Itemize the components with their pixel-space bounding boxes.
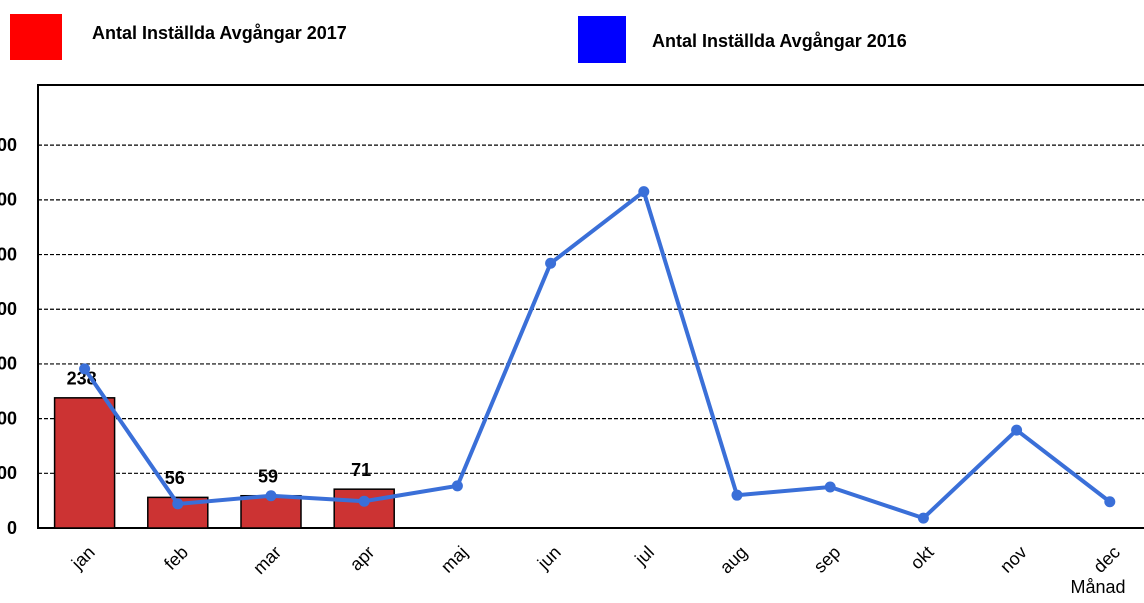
marker (917, 512, 929, 524)
legend-swatch (10, 14, 62, 60)
y-tick-label: 300 (0, 354, 17, 374)
marker (1104, 496, 1116, 508)
x-tick-label: aug (716, 542, 751, 577)
y-tick-label: 100 (0, 463, 17, 483)
marker (451, 480, 463, 492)
x-tick-label: mar (249, 542, 285, 578)
marker (265, 490, 277, 502)
marker (731, 489, 743, 501)
y-tick-label: 700 (0, 135, 17, 155)
legend-swatch (578, 16, 626, 63)
x-tick-label: jun (533, 542, 565, 574)
bar (53, 397, 116, 529)
y-tick-label: 600 (0, 190, 17, 210)
data-label: 59 (258, 466, 278, 486)
line (82, 188, 1112, 521)
marker (79, 363, 91, 375)
x-tick-label: jul (630, 542, 658, 570)
y-tick-label: 200 (0, 408, 17, 428)
x-tick-label: okt (906, 542, 937, 573)
y-tick-label: 0 (7, 518, 17, 538)
marker (172, 498, 184, 510)
legend-label: Antal Inställda Avgångar 2016 (652, 31, 907, 51)
x-tick-label: sep (810, 542, 845, 577)
marker (638, 186, 650, 198)
data-label: 56 (165, 468, 185, 488)
marker (824, 481, 836, 493)
data-label: 71 (351, 460, 371, 480)
x-tick-label: feb (160, 542, 192, 574)
y-tick-label: 400 (0, 299, 17, 319)
x-tick-label: jan (67, 542, 99, 574)
plot-frame (37, 84, 1144, 529)
marker (358, 495, 370, 507)
x-tick-label: dec (1089, 542, 1124, 577)
bar (333, 488, 395, 529)
y-tick-label: 500 (0, 244, 17, 264)
x-tick-label: apr (346, 542, 379, 575)
legend-label: Antal Inställda Avgångar 2017 (92, 23, 347, 43)
marker (545, 257, 557, 269)
x-tick-label: nov (996, 542, 1031, 577)
x-axis-label: Månad (1070, 577, 1125, 597)
x-tick-label: maj (437, 542, 472, 577)
marker (1011, 424, 1023, 436)
bar (240, 494, 302, 529)
